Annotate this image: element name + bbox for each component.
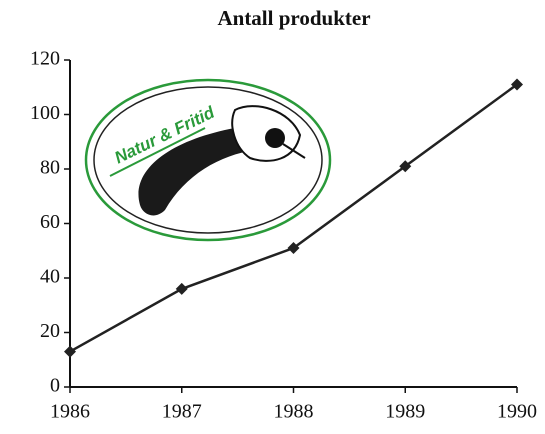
logo: Natur & Fritid — [84, 78, 332, 242]
x-tick-label: 1990 — [497, 401, 537, 423]
logo-outer-ring — [84, 78, 332, 242]
logo-bird-head — [265, 128, 285, 148]
y-tick-label: 60 — [40, 211, 60, 233]
y-tick-label: 120 — [30, 48, 60, 70]
data-point — [287, 242, 300, 255]
y-tick-label: 20 — [40, 320, 60, 342]
logo-beak — [282, 143, 306, 159]
logo-feather — [138, 127, 258, 216]
x-tick-label: 1989 — [385, 401, 425, 423]
logo-underline — [109, 127, 206, 177]
data-point — [64, 345, 76, 358]
x-tick-label: 1986 — [50, 401, 90, 423]
data-point — [399, 160, 412, 173]
y-tick-label: 80 — [40, 157, 60, 179]
data-point — [511, 78, 523, 91]
y-tick-label: 40 — [40, 266, 60, 288]
x-tick-label: 1987 — [162, 401, 202, 423]
chart-title: Antall produkter — [217, 6, 370, 30]
y-tick-label: 0 — [50, 375, 60, 397]
logo-inner-ring — [93, 86, 323, 234]
x-tick-label: 1988 — [274, 401, 314, 423]
data-point — [175, 282, 188, 295]
y-tick-label: 100 — [30, 102, 60, 124]
